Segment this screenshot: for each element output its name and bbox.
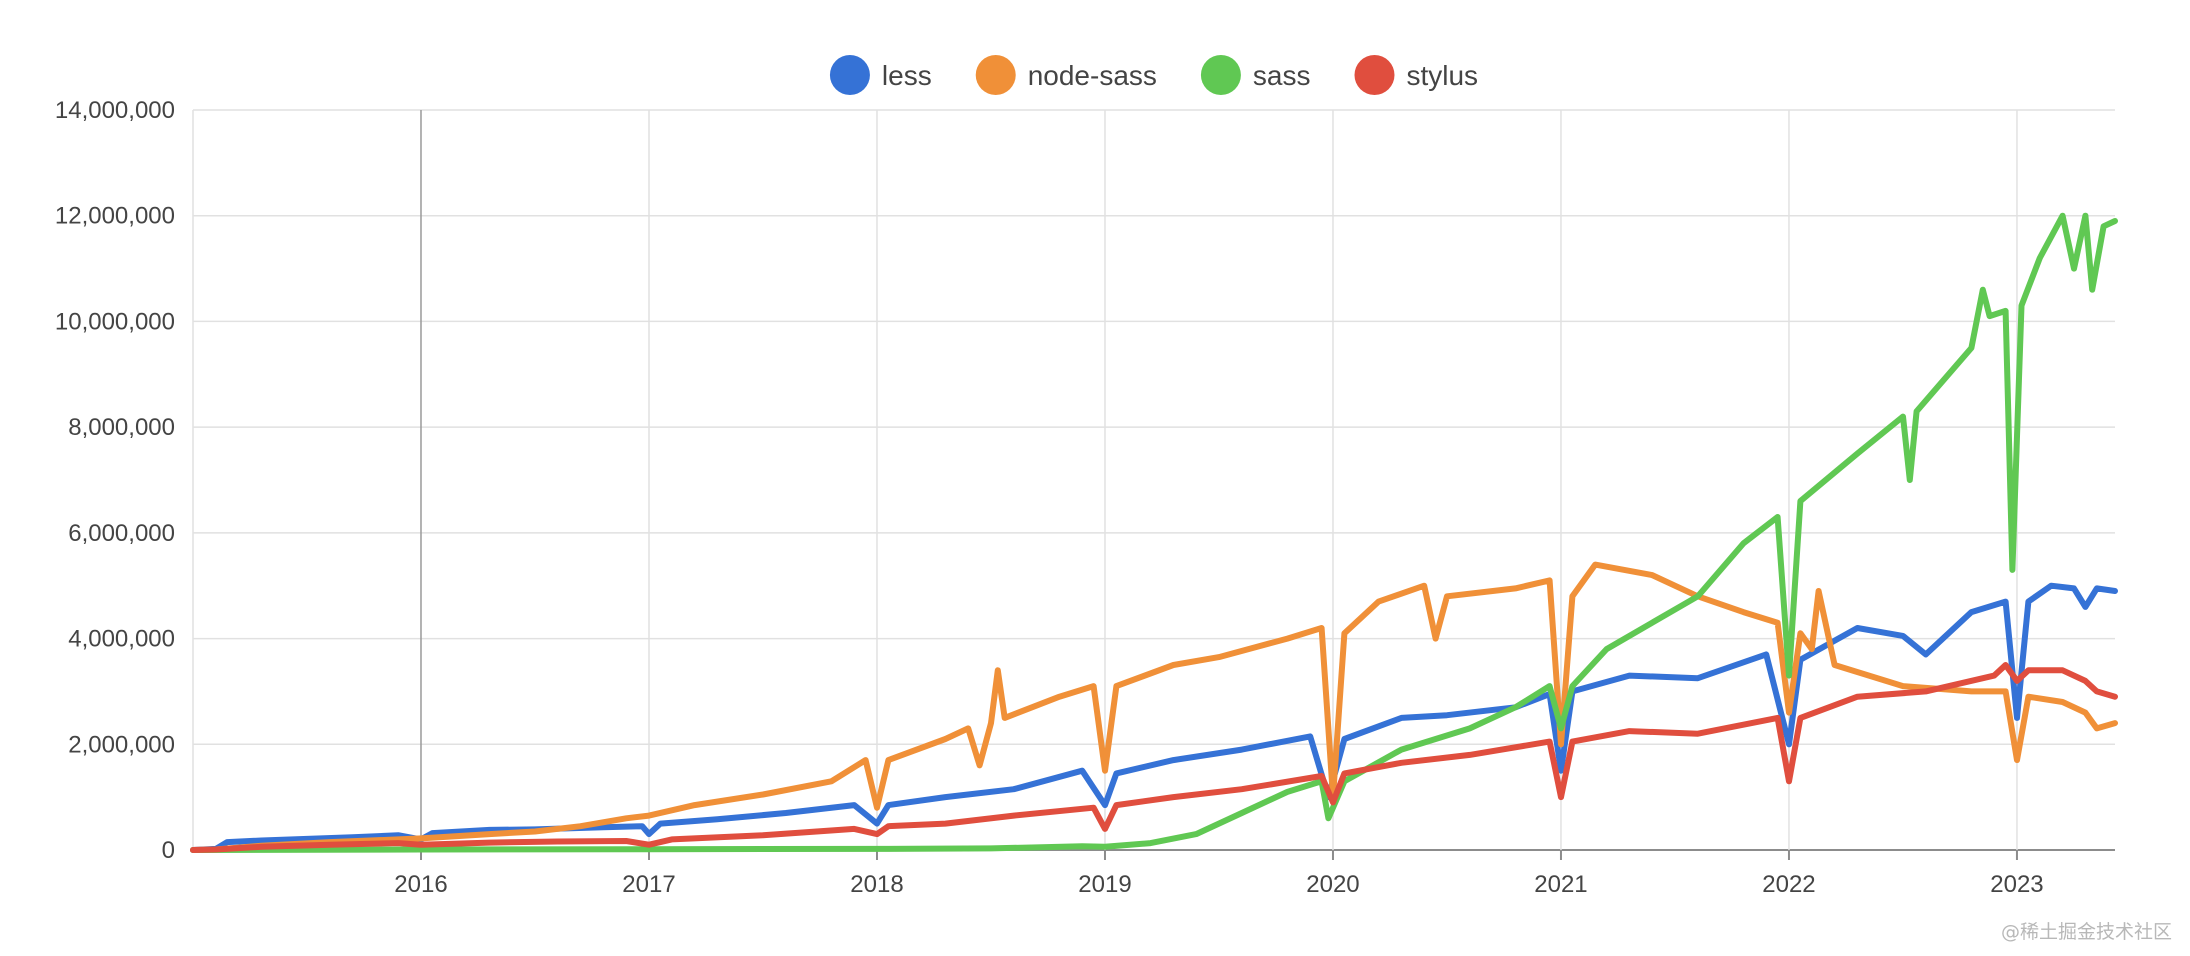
y-tick-label: 0 [162,837,175,864]
y-tick-label: 10,000,000 [55,308,175,335]
legend-label-stylus: stylus [1406,60,1478,91]
y-tick-label: 4,000,000 [68,626,175,653]
legend-item-less[interactable]: less [829,55,932,95]
x-tick-label: 2022 [1762,871,1815,898]
x-tick-label: 2023 [1990,871,2043,898]
x-tick-label: 2018 [850,871,903,898]
x-tick-label: 2020 [1306,871,1359,898]
x-tick-label: 2017 [622,871,675,898]
legend-item-stylus[interactable]: stylus [1354,55,1478,95]
watermark: @稀土掘金技术社区 [2000,921,2172,943]
series-line-stylus[interactable] [190,662,2118,853]
x-tick-label: 2019 [1078,871,1131,898]
series-line-node-sass[interactable] [190,561,2118,853]
legend-label-node-sass: node-sass [1028,60,1157,91]
y-tick-label: 8,000,000 [68,414,175,441]
legend-label-sass: sass [1253,60,1311,91]
y-tick-label: 2,000,000 [68,731,175,758]
axes: 0 2,000,000 4,000,000 6,000,000 8,000,000 10,… [55,97,2044,898]
legend-label-less: less [882,60,932,91]
y-tick-label: 14,000,000 [55,97,175,124]
legend-item-node-sass[interactable]: node-sass [975,55,1157,95]
legend-swatch-node-sass [975,55,1016,95]
legend-swatch-stylus [1354,55,1395,95]
x-tick-label: 2021 [1534,871,1587,898]
grid [192,109,2115,851]
x-tick-label: 2016 [394,871,447,898]
series-lines [190,212,2118,853]
legend-item-sass[interactable]: sass [1200,55,1311,95]
y-tick-label: 12,000,000 [55,203,175,230]
legend[interactable]: less node-sass sass stylus [829,55,1478,95]
series-line-less[interactable] [190,582,2118,853]
legend-swatch-less [829,55,870,95]
legend-swatch-sass [1200,55,1241,95]
series-line-sass[interactable] [190,212,2118,853]
y-tick-label: 6,000,000 [68,520,175,547]
